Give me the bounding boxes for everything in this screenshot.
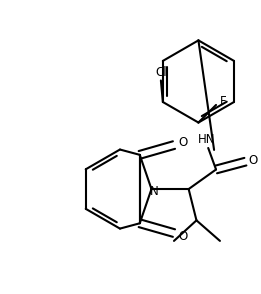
Text: O: O xyxy=(178,230,187,243)
Text: N: N xyxy=(150,186,159,198)
Text: Cl: Cl xyxy=(155,66,167,79)
Text: O: O xyxy=(248,154,258,167)
Text: O: O xyxy=(178,136,187,148)
Text: F: F xyxy=(220,95,226,108)
Text: HN: HN xyxy=(198,133,215,146)
